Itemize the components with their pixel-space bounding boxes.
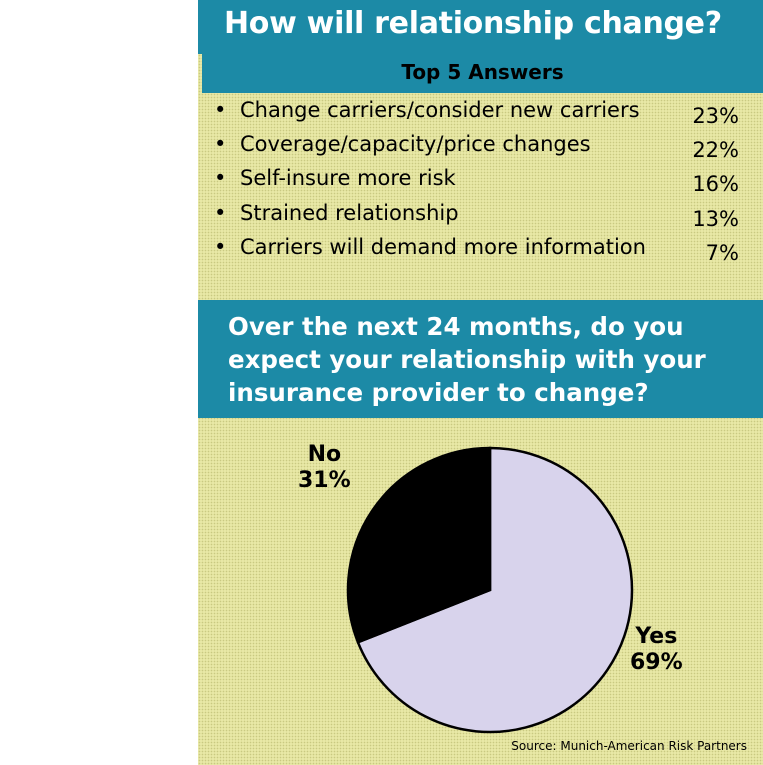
pie-slice-yes [356,446,634,734]
pie-svg [346,446,634,734]
list-item: • Strained relationship 13% [198,199,763,233]
slice-label-no: No 31% [298,442,351,494]
answer-label: Strained relationship [240,201,459,225]
source-note: Source: Munich-American Risk Partners [511,739,747,753]
pie-chart: No 31% Yes 69% [198,418,763,748]
answer-value: 23% [692,104,739,128]
bullet: • [214,132,227,156]
answer-value: 7% [705,241,739,265]
bullet: • [214,201,227,225]
slice-label-yes: Yes 69% [630,624,683,676]
answer-value: 22% [692,138,739,162]
slice-value-yes: 69% [630,650,683,675]
answer-value: 16% [692,172,739,196]
answer-label: Self-insure more risk [240,166,456,190]
list-item: • Self-insure more risk 16% [198,164,763,198]
bullet: • [214,98,227,122]
pie-slice-no [346,446,492,644]
slice-name-yes: Yes [635,624,678,649]
answer-label: Coverage/capacity/price changes [240,132,591,156]
slice-name-no: No [307,442,342,467]
page-title: How will relationship change? [224,6,722,41]
question-banner: Over the next 24 months, do you expect y… [198,300,763,418]
slice-value-no: 31% [298,468,351,493]
answer-label: Carriers will demand more information [240,235,646,259]
subtitle-bar [202,54,763,93]
infographic-panel: How will relationship change? Top 5 Answ… [198,0,763,765]
answer-value: 13% [692,207,739,231]
list-item: • Coverage/capacity/price changes 22% [198,130,763,164]
subtitle: Top 5 Answers [401,60,564,84]
title-banner: How will relationship change? [198,0,763,54]
answer-label: Change carriers/consider new carriers [240,98,640,122]
question-text: Over the next 24 months, do you expect y… [228,312,706,407]
list-item: • Carriers will demand more information … [198,233,763,267]
bullet: • [214,166,227,190]
list-item: • Change carriers/consider new carriers … [198,96,763,130]
bullet: • [214,235,227,259]
